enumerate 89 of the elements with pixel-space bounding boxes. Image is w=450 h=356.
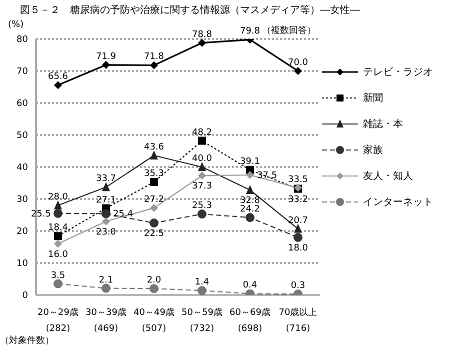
data-label: 16.0	[48, 250, 68, 260]
point	[198, 210, 206, 219]
data-label: 79.8	[240, 26, 260, 37]
y-tick-label: 0	[22, 291, 28, 302]
data-label: 18.0	[288, 243, 308, 254]
data-label: 71.8	[144, 52, 164, 62]
y-tick-label: 30	[16, 195, 28, 206]
point	[246, 171, 254, 179]
point	[198, 172, 206, 180]
x-tick-label: 50～59歳 (732)	[182, 307, 222, 334]
y-tick-label: 20	[16, 227, 28, 238]
data-label: 20.7	[288, 216, 308, 226]
legend-label: 雑誌・本	[363, 118, 403, 131]
point	[102, 217, 110, 226]
point	[150, 150, 158, 160]
legend-label: インターネット	[363, 196, 433, 209]
y-tick-label: 60	[16, 99, 28, 110]
point	[150, 178, 158, 186]
data-label: 39.1	[240, 156, 260, 167]
y-tick-label: 10	[16, 259, 28, 270]
data-label: 18.4	[48, 223, 68, 234]
data-label: 0.3	[290, 281, 306, 292]
point	[54, 240, 62, 248]
point	[54, 232, 62, 240]
x-tick-label: 40～49歳 (507)	[134, 307, 174, 334]
point	[102, 284, 110, 293]
data-label: 25.4	[113, 210, 134, 220]
x-tick-label: 30～39歳 (469)	[86, 307, 126, 334]
point	[54, 81, 62, 90]
point	[54, 279, 62, 288]
point	[294, 224, 302, 233]
data-label: 0.4	[242, 280, 258, 291]
data-label: 3.5	[50, 270, 66, 281]
point	[198, 39, 206, 47]
data-label: 33.2	[288, 194, 308, 205]
point	[246, 185, 254, 194]
data-label: 27.1	[96, 195, 116, 206]
x-tick-label: 60～69歳 (698)	[230, 307, 270, 334]
data-label: 43.6	[144, 142, 164, 152]
legend-label: 新聞	[363, 92, 383, 105]
text: （対象件数）	[0, 334, 54, 347]
data-label: 27.2	[144, 194, 164, 205]
point	[150, 284, 158, 294]
y-tick-label: 80	[16, 35, 28, 46]
data-label: 35.3	[144, 169, 164, 180]
data-label: 23.0	[96, 227, 116, 238]
data-label: 25.5	[30, 209, 51, 220]
point	[198, 162, 206, 171]
data-label: 1.4	[194, 278, 210, 288]
text: （複数回答）	[262, 24, 316, 37]
y-tick-label: 40	[16, 163, 28, 174]
x-tick-label: 20～29歳 (282)	[38, 307, 78, 334]
data-label: 28.0	[48, 192, 68, 202]
data-label: 2.1	[98, 275, 114, 286]
y-axis-title: (%)	[8, 20, 24, 30]
legend-label: 友人・知人	[363, 170, 413, 183]
point	[150, 204, 158, 212]
point	[198, 286, 206, 295]
data-label: 78.8	[192, 30, 212, 40]
point	[54, 200, 62, 210]
legend-label: テレビ・ラジオ	[363, 66, 433, 79]
data-label: 65.6	[48, 72, 68, 82]
y-tick-label: 70	[16, 67, 28, 78]
point	[102, 60, 110, 69]
data-label: 37.3	[192, 182, 212, 192]
data-label: 33.5	[288, 174, 308, 185]
data-label: 22.5	[144, 229, 164, 239]
data-label: 33.7	[96, 174, 116, 184]
point	[294, 232, 302, 242]
point	[294, 67, 302, 75]
y-tick-label: 50	[16, 131, 28, 142]
data-label: 37.5	[257, 171, 278, 181]
data-label: 24.2	[240, 204, 260, 215]
data-label: 71.9	[96, 52, 116, 62]
data-label: 70.0	[288, 58, 308, 68]
point	[150, 61, 158, 70]
chart-title: 図５－２ 糖尿病の予防や治療に関する情報源（マスメディア等）―女性―	[20, 4, 360, 17]
x-tick-label: 70歳以上 (716)	[278, 307, 318, 334]
point	[54, 208, 62, 218]
point	[198, 136, 206, 145]
data-label: 40.0	[192, 154, 212, 164]
point	[246, 213, 254, 222]
data-label: 2.0	[146, 276, 162, 286]
legend-label: 家族	[363, 144, 383, 157]
data-label: 48.2	[192, 128, 212, 138]
point	[102, 182, 110, 192]
point	[102, 209, 110, 218]
data-label: 25.3	[192, 201, 212, 212]
point	[150, 218, 158, 228]
